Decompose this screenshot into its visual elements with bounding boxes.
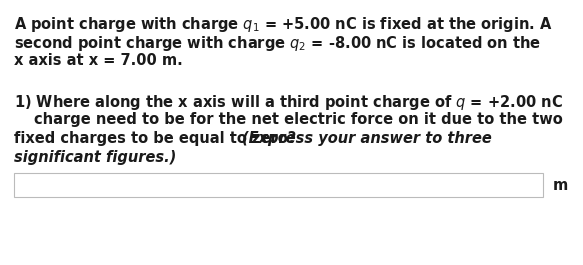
Text: fixed charges to be equal to zero?: fixed charges to be equal to zero?	[14, 131, 301, 146]
Text: second point charge with charge $q_2$ = -8.00 nC is located on the: second point charge with charge $q_2$ = …	[14, 34, 541, 53]
Text: x axis at x = 7.00 m.: x axis at x = 7.00 m.	[14, 53, 182, 68]
Text: 1) Where along the x axis will a third point charge of $q$ = +2.00 nC: 1) Where along the x axis will a third p…	[14, 93, 563, 112]
Text: m: m	[553, 178, 568, 192]
Text: significant figures.): significant figures.)	[14, 150, 176, 165]
Text: (Express your answer to three: (Express your answer to three	[242, 131, 491, 146]
Bar	[14, 173, 543, 197]
Text: A point charge with charge $q_1$ = +5.00 nC is fixed at the origin. A: A point charge with charge $q_1$ = +5.00…	[14, 15, 553, 34]
Text: charge need to be for the net electric force on it due to the two: charge need to be for the net electric f…	[34, 112, 563, 127]
